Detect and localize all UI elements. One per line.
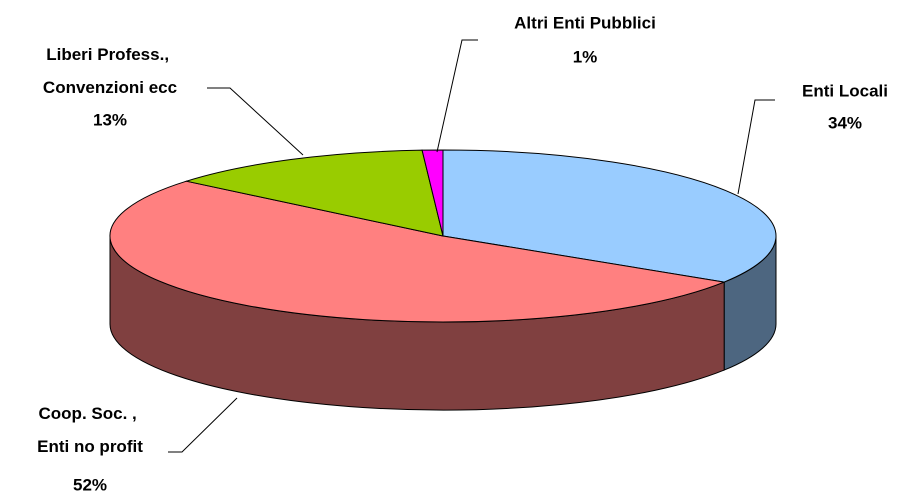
category-label: Enti Locali	[802, 81, 888, 100]
value-label: 13%	[93, 110, 127, 129]
leader-line	[207, 87, 304, 156]
category-label: Coop. Soc. , Enti no profit	[37, 404, 143, 456]
value-label: 34%	[828, 113, 862, 132]
category-label: Liberi Profess., Convenzioni ecc	[43, 45, 177, 97]
value-label: 1%	[573, 47, 598, 66]
value-label: 52%	[73, 475, 107, 492]
slice-top	[109, 180, 726, 323]
leader-line	[436, 39, 478, 153]
leader-line	[737, 99, 775, 195]
slice-top	[184, 149, 444, 237]
leader-line	[168, 397, 238, 453]
slice-top	[442, 149, 777, 283]
slice-top	[421, 149, 444, 237]
category-label: Altri Enti Pubblici	[514, 13, 656, 32]
